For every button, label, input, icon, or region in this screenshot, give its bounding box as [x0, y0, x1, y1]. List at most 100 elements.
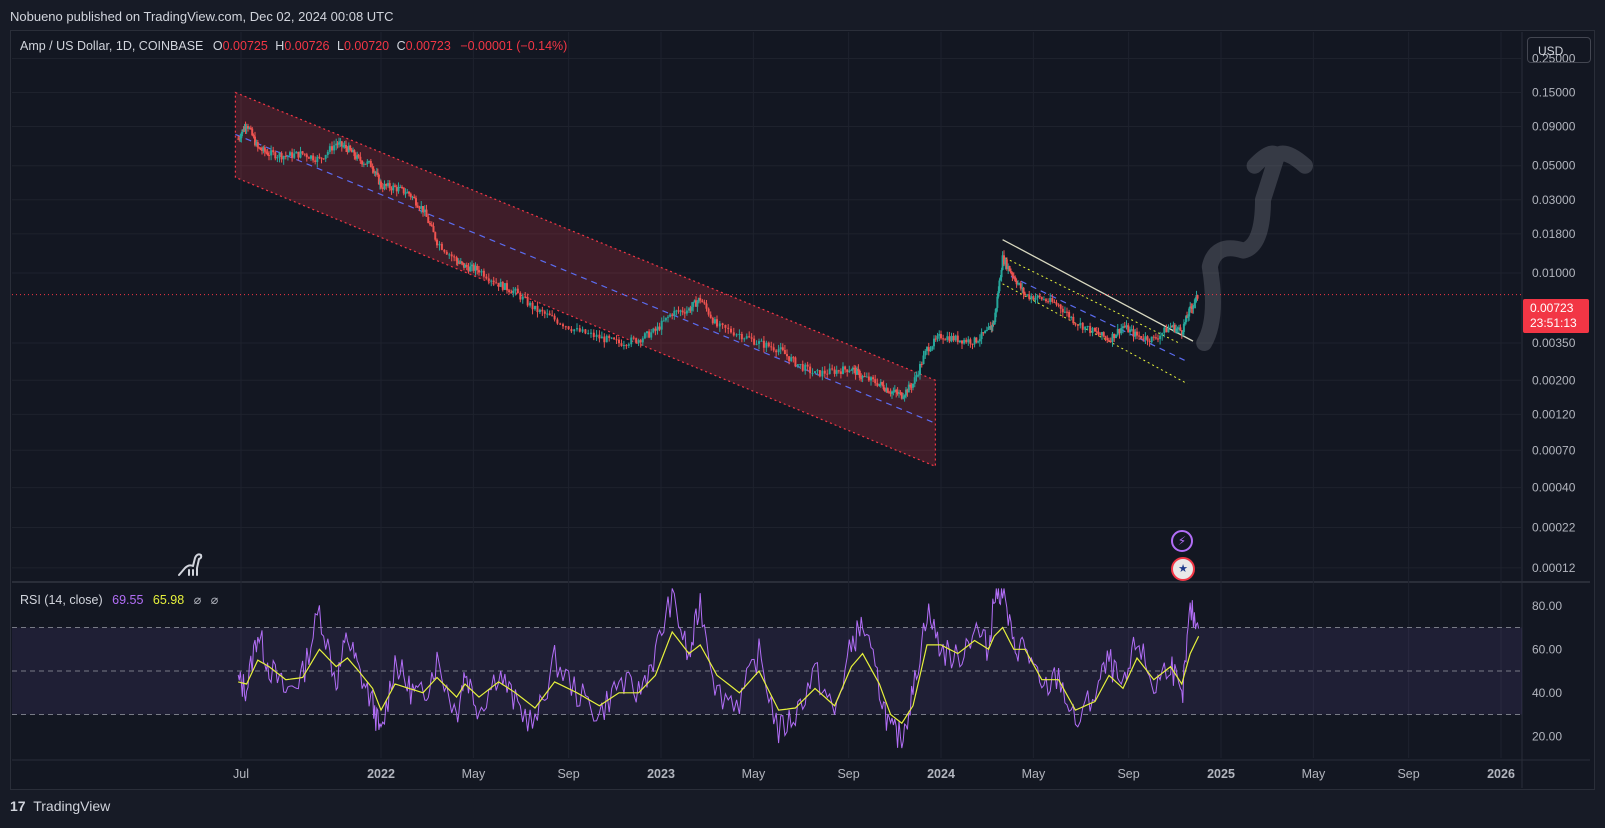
candle-body	[282, 156, 285, 160]
candle-body	[478, 270, 480, 273]
candle-body	[521, 296, 524, 300]
candle-body	[1010, 271, 1012, 273]
candle-body	[671, 314, 674, 316]
candle-body	[697, 298, 700, 302]
candle-body	[944, 339, 947, 341]
candle-body	[853, 367, 856, 369]
candle-body	[662, 320, 665, 322]
candle-body	[618, 339, 620, 344]
candle-body	[801, 364, 804, 371]
candle-body	[1183, 322, 1186, 324]
candle-body	[467, 267, 470, 272]
candle-body	[1116, 328, 1119, 335]
candle-body	[326, 151, 329, 155]
candle-body	[457, 262, 460, 264]
hidden-value-icon-2: ⌀	[210, 593, 219, 607]
candle-body	[1032, 296, 1035, 300]
candle-body	[1034, 297, 1037, 300]
candle-body	[709, 314, 712, 318]
candle-body	[510, 292, 513, 294]
candle-body	[1021, 287, 1024, 289]
candle-body	[450, 254, 453, 257]
low-label: L	[336, 39, 344, 53]
lightning-event-icon[interactable]: ⚡	[1171, 530, 1193, 552]
candle-body	[1004, 259, 1007, 265]
candle-body	[956, 335, 959, 343]
candle-body	[775, 350, 778, 353]
candle-body	[1188, 308, 1191, 317]
candle-body	[1000, 269, 1003, 278]
candle-body	[581, 329, 584, 332]
candle-body	[850, 369, 853, 371]
candle-body	[372, 168, 375, 173]
candle-body	[598, 334, 601, 339]
candle-body	[278, 153, 281, 158]
candle-body	[347, 145, 350, 152]
price-tick-label: 0.01800	[1532, 227, 1576, 241]
candle-body	[652, 328, 655, 333]
candle-body	[603, 336, 606, 343]
candle-body	[701, 300, 704, 303]
candle-body	[307, 157, 310, 159]
price-tick-label: 0.00120	[1532, 407, 1576, 421]
candle-body	[842, 366, 844, 374]
candle-body	[381, 187, 384, 189]
us-flag-event-icon[interactable]: ★	[1171, 557, 1195, 581]
currency-button[interactable]: USD	[1527, 37, 1591, 63]
candle-body	[699, 298, 702, 301]
candle-body	[1123, 326, 1126, 328]
candle-body	[1144, 336, 1147, 340]
candle-body	[799, 364, 802, 366]
candle-body	[779, 347, 782, 350]
candle-body	[1196, 295, 1199, 299]
candle-body	[390, 188, 393, 191]
candle-body	[1097, 331, 1100, 335]
rsi-legend: RSI (14, close) 69.55 65.98 ⌀ ⌀	[20, 592, 218, 607]
candle-body	[578, 328, 581, 332]
candle-body	[718, 323, 721, 327]
candle-body	[839, 371, 842, 374]
candle-body	[310, 155, 312, 159]
candle-body	[658, 326, 661, 330]
candle-body	[637, 340, 640, 343]
candle-body	[732, 332, 735, 336]
candle-body	[263, 147, 266, 152]
candle-body	[434, 232, 437, 240]
candle-body	[331, 146, 333, 151]
time-tick-label: May	[1302, 767, 1326, 781]
candle-body	[675, 310, 678, 312]
wedge-yellow-line-1	[1005, 257, 1180, 344]
candle-body	[576, 328, 578, 330]
candle-body	[301, 151, 304, 154]
candle-body	[345, 145, 347, 149]
candle-body	[994, 312, 997, 323]
candle-body	[886, 388, 889, 393]
candle-body	[958, 340, 961, 343]
candle-body	[339, 141, 342, 143]
candle-body	[244, 126, 247, 129]
candle-body	[456, 261, 459, 264]
candle-body	[472, 264, 475, 271]
candle-body	[376, 172, 379, 175]
candle-body	[316, 156, 319, 162]
candle-body	[350, 149, 353, 153]
candle-body	[750, 337, 753, 339]
candle-body	[664, 317, 667, 321]
candle-body	[529, 302, 532, 306]
price-tick-label: 0.00022	[1532, 520, 1576, 534]
rsi-title[interactable]: RSI (14, close)	[20, 593, 103, 607]
candle-body	[892, 391, 895, 393]
candle-body	[1136, 331, 1138, 336]
candle-body	[1063, 311, 1066, 313]
candle-body	[238, 138, 241, 140]
candle-body	[445, 251, 448, 255]
candle-body	[375, 172, 378, 174]
candle-body	[990, 325, 993, 330]
symbol-name[interactable]: Amp / US Dollar, 1D, COINBASE	[20, 39, 204, 53]
low-value: 0.00720	[343, 39, 390, 53]
tradingview-footer[interactable]: 17 TradingView	[10, 798, 110, 822]
candle-body	[936, 335, 939, 339]
candle-body	[1015, 280, 1018, 285]
candle-body	[860, 377, 863, 379]
